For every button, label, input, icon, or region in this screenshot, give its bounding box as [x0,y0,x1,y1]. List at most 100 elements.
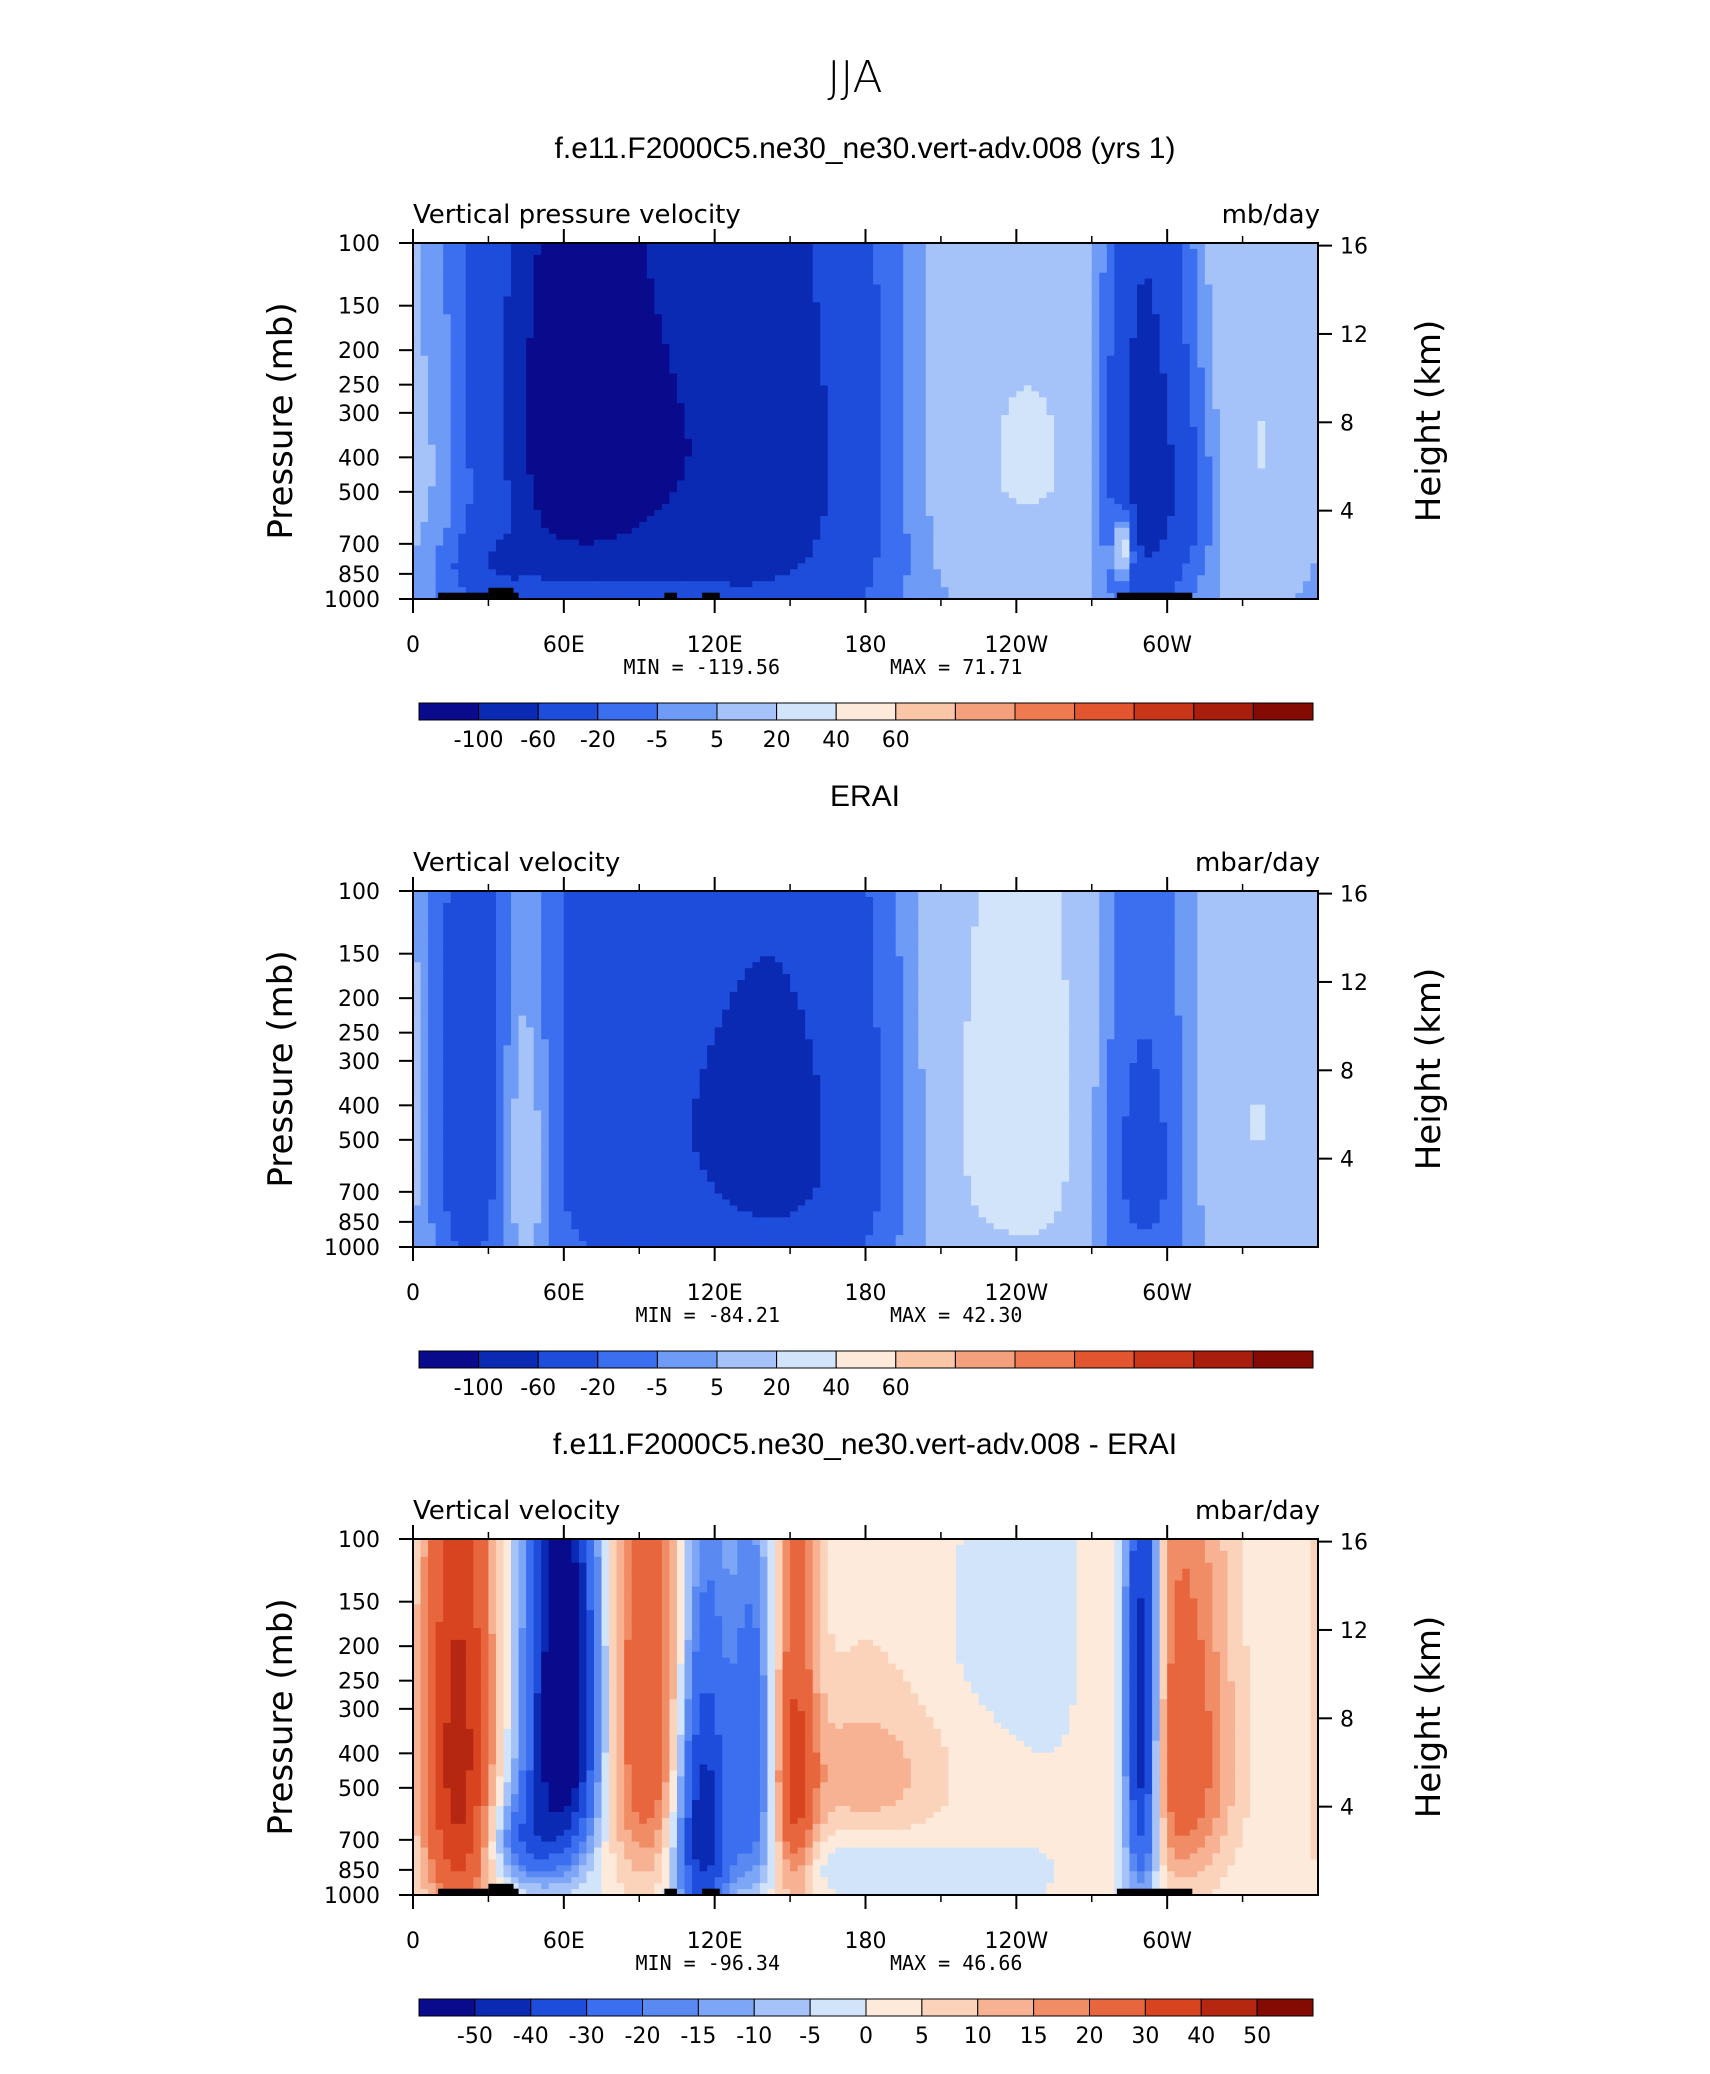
field-cell [601,243,610,250]
field-cell [526,254,535,262]
field-cell [865,462,874,470]
field-cell [865,415,874,422]
field-cell [933,373,942,381]
field-cell [601,284,610,292]
field-cell [616,332,625,339]
field-cell [744,248,753,256]
field-cell [797,278,806,286]
field-cell [782,391,791,398]
field-cell [699,557,708,564]
field-cell [571,403,580,410]
field-cell [676,355,686,363]
field-cell [458,367,467,375]
field-cell [624,248,633,256]
field-cell [790,326,799,333]
field-cell [775,391,784,398]
field-cell [842,272,852,280]
field-cell [835,314,844,321]
field-cell [420,533,429,541]
field-cell [586,486,595,493]
field-cell [820,480,829,487]
field-cell [835,421,844,428]
field-cell [850,438,859,446]
field-cell [594,480,603,487]
field-cell [609,426,618,434]
field-cell [684,278,693,286]
field-cell [458,444,467,452]
field-cell [820,248,829,256]
field-cell [533,248,542,256]
field-cell [888,391,897,398]
field-cell [737,302,746,309]
field-cell [752,409,761,416]
field-cell [873,391,882,398]
field-cell [435,272,444,280]
field-cell [903,480,912,487]
field-cell [978,486,987,493]
field-cell [450,332,459,339]
field-cell [714,533,723,541]
field-cell [495,432,505,440]
field-cell [533,373,542,381]
field-cell [812,569,821,576]
field-cell [548,504,557,511]
field-cell [873,343,882,351]
field-cell [556,575,565,582]
field-cell [699,332,708,339]
field-cell [820,314,829,321]
field-cell [413,272,422,280]
field-cell [480,575,490,582]
field-cell [707,444,716,452]
field-cell [548,349,557,357]
field-cell [435,367,444,375]
field-cell [699,397,708,404]
field-cell [956,332,965,339]
field-cell [646,266,655,274]
field-cell [473,248,482,256]
field-cell [458,332,467,339]
field-cell [669,492,678,499]
field-cell [925,480,934,487]
field-cell [511,320,520,327]
field-cell [873,409,882,416]
field-cell [609,326,618,333]
field-cell [940,462,950,470]
field-cell [571,581,580,588]
field-cell [548,426,557,434]
field-cell [767,314,776,321]
field-cell [458,284,467,292]
field-cell [473,444,482,452]
field-cell [888,314,897,321]
field-cell [458,248,467,256]
field-cell [752,575,761,582]
field-cell [978,581,987,588]
field-cell [661,397,671,404]
field-cell [963,444,972,452]
field-cell [729,290,738,297]
field-cell [835,462,844,470]
field-cell [548,474,557,481]
field-cell [586,355,595,363]
field-cell [903,332,912,339]
field-cell [759,504,769,511]
field-cell [624,492,633,499]
field-cell [1023,557,1033,564]
field-cell [594,272,603,280]
field-cell [420,391,429,398]
field-cell [978,533,987,541]
field-cell [631,492,640,499]
field-cell [669,468,678,475]
field-cell [669,243,678,250]
field-cell [956,379,965,386]
field-cell [918,521,927,529]
field-cell [925,332,934,339]
field-cell [865,563,874,570]
field-cell [812,379,821,386]
field-cell [616,474,625,481]
field-cell [729,278,738,286]
field-cell [480,533,490,541]
field-cell [518,593,527,600]
field-cell [842,533,852,541]
field-cell [903,373,912,381]
field-cell [594,504,603,511]
